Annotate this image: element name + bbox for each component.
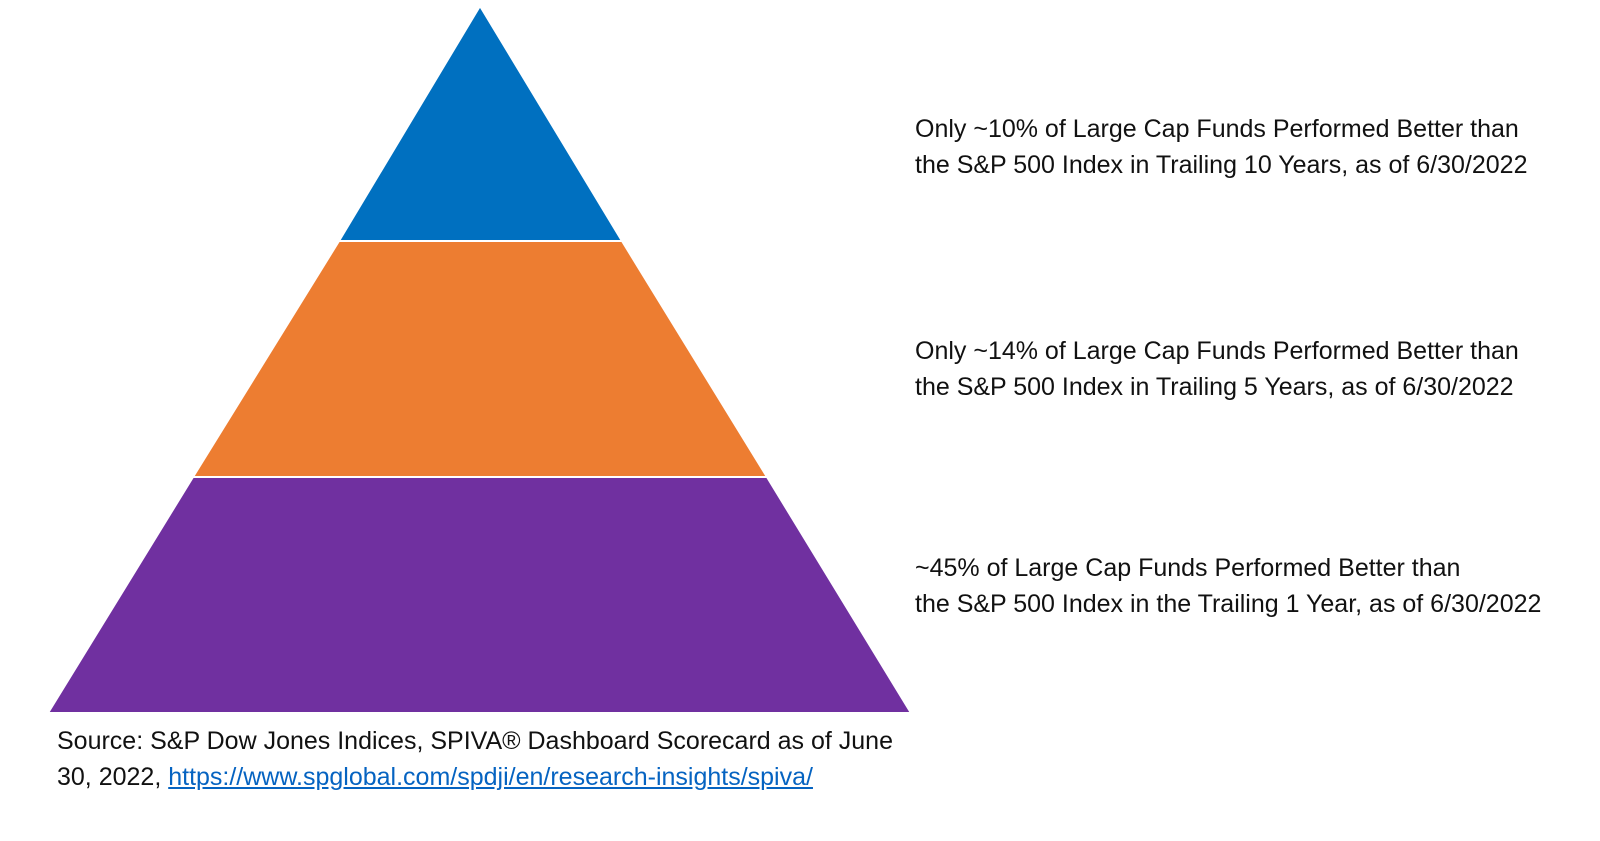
tier-label-middle-line2: the S&P 500 Index in Trailing 5 Years, a… xyxy=(915,373,1514,401)
pyramid-diagram xyxy=(46,4,913,714)
tier-label-top-line1: Only ~10% of Large Cap Funds Performed B… xyxy=(915,115,1519,143)
tier-label-bottom: ~45% of Large Cap Funds Performed Better… xyxy=(915,550,1595,622)
tier-label-bottom-line2: the S&P 500 Index in the Trailing 1 Year… xyxy=(915,590,1542,618)
pyramid-tier-middle xyxy=(191,240,769,478)
source-link[interactable]: https://www.spglobal.com/spdji/en/resear… xyxy=(168,763,813,791)
tier-label-top: Only ~10% of Large Cap Funds Performed B… xyxy=(915,111,1595,183)
source-note: Source: S&P Dow Jones Indices, SPIVA® Da… xyxy=(57,723,897,795)
tier-label-bottom-line1: ~45% of Large Cap Funds Performed Better… xyxy=(915,554,1461,582)
source-prefix: Source: S&P Dow Jones Indices, SPIVA® Da… xyxy=(57,727,893,791)
tier-label-top-line2: the S&P 500 Index in Trailing 10 Years, … xyxy=(915,151,1528,179)
pyramid-tier-bottom xyxy=(46,476,913,714)
tier-label-middle: Only ~14% of Large Cap Funds Performed B… xyxy=(915,333,1595,405)
pyramid-tier-top xyxy=(337,4,624,242)
tier-label-middle-line1: Only ~14% of Large Cap Funds Performed B… xyxy=(915,337,1519,365)
